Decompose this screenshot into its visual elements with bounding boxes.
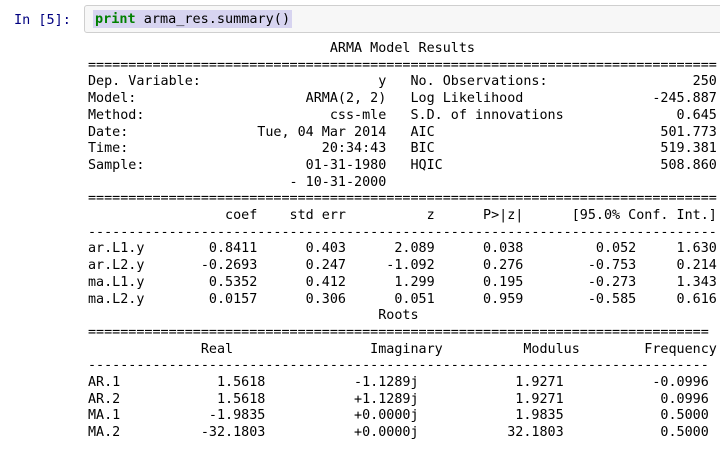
selected-code: print arma_res.summary(): [93, 10, 293, 28]
code-token: arma_res.summary(): [135, 11, 291, 27]
input-prompt: In [5]:: [14, 12, 71, 28]
code-line[interactable]: print arma_res.summary(): [93, 10, 293, 28]
code-editor[interactable]: print arma_res.summary(): [84, 5, 720, 33]
output-text: ARMA Model Results =====================…: [88, 41, 717, 441]
keyword-token: print: [95, 11, 136, 27]
